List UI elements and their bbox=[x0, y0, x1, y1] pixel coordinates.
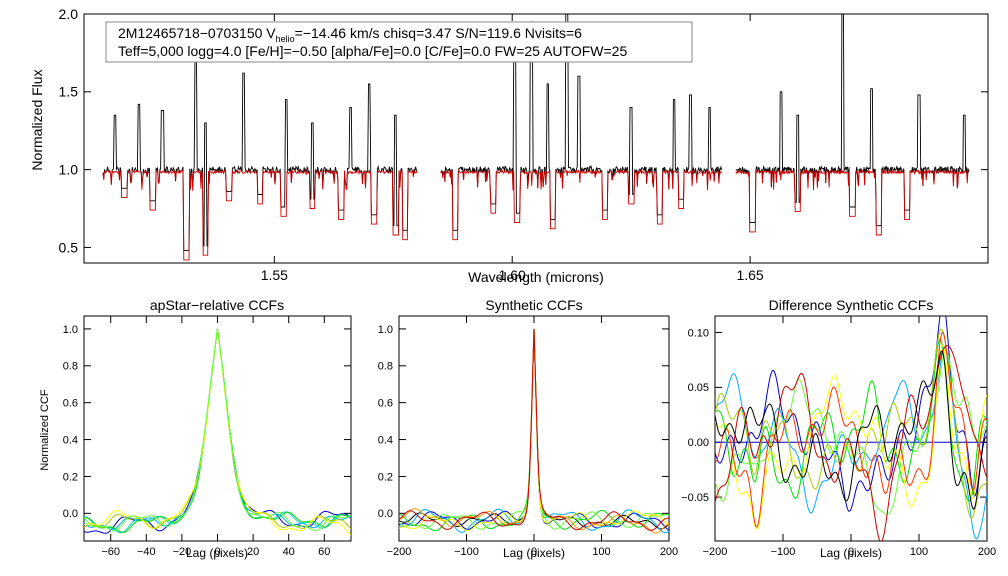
difference-ccf-x-tick-label: 100 bbox=[910, 546, 928, 558]
difference-ccf-title: Difference Synthetic CCFs bbox=[769, 297, 934, 313]
difference-ccf-x-axis-label: Lag (pixels) bbox=[820, 546, 882, 560]
apstar-ccf-curve bbox=[84, 328, 351, 530]
apstar-ccf-curve bbox=[84, 328, 351, 534]
difference-ccf-y-tick-label: −0.05 bbox=[681, 492, 709, 504]
apstar-ccf-x-tick-label: 20 bbox=[247, 546, 259, 558]
apstar-ccf-x-tick-label: −60 bbox=[101, 546, 120, 558]
annotation-stats: =−14.46 km/s chisq=3.47 S/N=119.6 Nvisit… bbox=[295, 25, 583, 41]
difference-ccf-y-tick-label: 0.00 bbox=[688, 437, 709, 449]
synthetic-ccf-title: Synthetic CCFs bbox=[485, 297, 582, 313]
apstar-ccf-x-axis-label: Lag (pixels) bbox=[186, 546, 248, 560]
apstar-ccf-x-tick-label: 0 bbox=[214, 546, 220, 558]
synthetic-ccf-frame bbox=[398, 315, 670, 542]
apstar-ccf-x-tick-label: 40 bbox=[283, 546, 295, 558]
annotation-star-velocity: 2M12465718−0703150 V bbox=[118, 25, 276, 41]
synthetic-ccf-series bbox=[399, 328, 669, 534]
synthetic-ccf-y-tick-label: 0.2 bbox=[378, 471, 393, 483]
spectrum-y-tick-label: 2.0 bbox=[59, 6, 79, 22]
synthetic-ccf-ticks: −200 −100 0 100 200 0.0 0.2 0.4 0.6 0.8 1.0 bbox=[378, 316, 678, 558]
model-spectrum-chip-2 bbox=[440, 168, 722, 241]
difference-ccf-curve bbox=[715, 328, 987, 519]
apstar-ccf-y-tick-label: 0.6 bbox=[63, 398, 78, 410]
difference-ccf-curve bbox=[715, 338, 987, 502]
apstar-ccf-y-tick-label: 0.0 bbox=[63, 508, 78, 520]
synthetic-ccf-panel: Synthetic CCFs −200 −100 0 100 200 0.0 0.2 0.4 0… bbox=[378, 297, 678, 560]
difference-ccf-series bbox=[715, 316, 987, 541]
apstar-ccf-y-tick-label: 0.2 bbox=[63, 471, 78, 483]
synthetic-ccf-curve bbox=[399, 328, 669, 532]
apstar-ccf-frame bbox=[83, 315, 352, 542]
difference-ccf-x-tick-label: −100 bbox=[771, 546, 796, 558]
synthetic-ccf-x-tick-label: −100 bbox=[454, 546, 479, 558]
observed-spectrum-chip-1 bbox=[102, 57, 418, 252]
apstar-ccf-curve bbox=[84, 328, 351, 530]
synthetic-ccf-x-tick-label: −200 bbox=[387, 546, 412, 558]
synthetic-ccf-y-tick-label: 0.6 bbox=[378, 398, 393, 410]
spectrum-panel: 1.55 1.60 1.65 0.5 1.0 1.5 2.0 2M12465718−0703… bbox=[29, 6, 989, 285]
difference-ccf-curve bbox=[715, 331, 987, 528]
spectrum-annotation-line2: Teff=5,000 logg=4.0 [Fe/H]=−0.50 [alpha/… bbox=[118, 43, 627, 59]
difference-ccf-curve bbox=[715, 316, 987, 512]
synthetic-ccf-curve bbox=[399, 328, 669, 531]
spectrum-x-tick-label: 1.60 bbox=[499, 267, 526, 283]
apstar-ccf-ticks: −60 −40 −20 0 20 40 60 0.0 0.2 0.4 0.6 0.8 1.0 bbox=[63, 316, 351, 558]
apstar-ccf-curve bbox=[84, 328, 351, 534]
spectrum-x-tick-label: 1.55 bbox=[261, 267, 288, 283]
spectrum-ticks: 1.55 1.60 1.65 0.5 1.0 1.5 2.0 bbox=[59, 6, 988, 283]
apstar-ccf-panel: apStar−relative CCFs −60 −40 −20 0 20 40 60 0.0… bbox=[39, 297, 352, 560]
synthetic-ccf-y-tick-label: 0.0 bbox=[378, 508, 393, 520]
spectrum-y-axis-label: Normalized Flux bbox=[29, 69, 45, 170]
synthetic-ccf-curve bbox=[399, 328, 669, 532]
apstar-ccf-series bbox=[84, 328, 351, 536]
difference-ccf-curve bbox=[715, 350, 987, 510]
apstar-ccf-curve bbox=[84, 328, 351, 534]
apstar-ccf-y-axis-label: Normalized CCF bbox=[39, 389, 51, 471]
spectrum-series bbox=[102, 14, 970, 261]
synthetic-ccf-curve bbox=[399, 328, 669, 534]
difference-ccf-y-tick-label: 0.05 bbox=[688, 382, 709, 394]
apstar-ccf-x-tick-label: 60 bbox=[318, 546, 330, 558]
model-spectrum-chip-3 bbox=[735, 168, 970, 236]
spectrum-annotation-box bbox=[105, 21, 693, 63]
spectrum-frame bbox=[83, 13, 989, 264]
difference-ccf-x-tick-label: 0 bbox=[848, 546, 854, 558]
apstar-ccf-y-tick-label: 0.4 bbox=[63, 434, 78, 446]
synthetic-ccf-curve bbox=[399, 328, 669, 534]
spectrum-x-tick-label: 1.65 bbox=[736, 267, 763, 283]
synthetic-ccf-x-tick-label: 100 bbox=[592, 546, 610, 558]
synthetic-ccf-x-tick-label: 0 bbox=[531, 546, 537, 558]
spectrum-x-axis-label: Wavelength (microns) bbox=[468, 269, 604, 285]
difference-ccf-x-tick-label: −200 bbox=[703, 546, 728, 558]
model-spectrum-chip-1 bbox=[102, 168, 418, 261]
difference-ccf-curve bbox=[715, 349, 987, 515]
spectrum-annotation-line1: 2M12465718−0703150 Vhelio=−14.46 km/s ch… bbox=[118, 25, 582, 44]
synthetic-ccf-y-tick-label: 1.0 bbox=[378, 324, 393, 336]
synthetic-ccf-x-tick-label: 200 bbox=[660, 546, 678, 558]
apstar-ccf-title: apStar−relative CCFs bbox=[150, 297, 284, 313]
apstar-ccf-x-tick-label: −20 bbox=[173, 546, 192, 558]
difference-ccf-panel: Difference Synthetic CCFs −200 −100 0 100 20… bbox=[681, 297, 996, 560]
difference-ccf-curve bbox=[715, 344, 987, 541]
apstar-ccf-y-tick-label: 1.0 bbox=[63, 324, 78, 336]
apstar-ccf-x-tick-label: −40 bbox=[137, 546, 156, 558]
synthetic-ccf-curve bbox=[399, 328, 669, 532]
spectrum-y-tick-label: 1.5 bbox=[59, 84, 79, 100]
synthetic-ccf-curve bbox=[399, 328, 669, 530]
apstar-ccf-curve bbox=[84, 328, 351, 536]
synthetic-ccf-y-tick-label: 0.4 bbox=[378, 434, 393, 446]
synthetic-ccf-y-tick-label: 0.8 bbox=[378, 361, 393, 373]
difference-ccf-x-tick-label: 200 bbox=[978, 546, 996, 558]
apstar-ccf-y-tick-label: 0.8 bbox=[63, 361, 78, 373]
synthetic-ccf-x-axis-label: Lag (pixels) bbox=[503, 546, 565, 560]
spectrum-y-tick-label: 1.0 bbox=[59, 162, 79, 178]
observed-spectrum-chip-3 bbox=[735, 14, 970, 227]
spectrum-y-tick-label: 0.5 bbox=[59, 239, 79, 255]
difference-ccf-curve bbox=[715, 344, 987, 530]
synthetic-ccf-curve bbox=[399, 328, 669, 530]
annotation-velocity-subscript: helio bbox=[276, 34, 295, 44]
apstar-ccf-curve bbox=[84, 328, 351, 532]
difference-ccf-y-tick-label: 0.10 bbox=[688, 327, 709, 339]
